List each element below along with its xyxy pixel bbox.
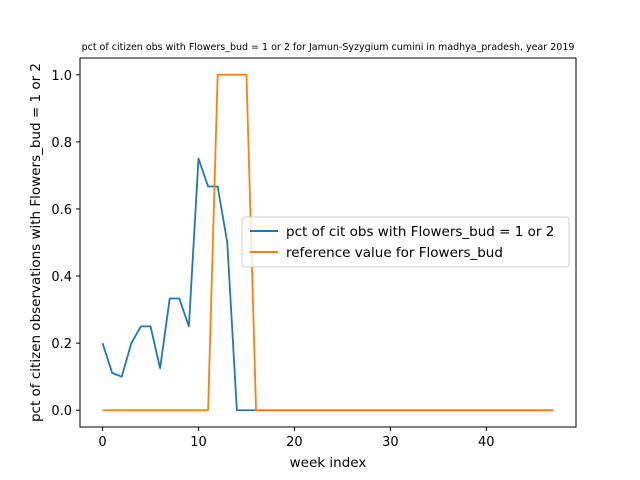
legend-label-series-1: pct of cit obs with Flowers_bud = 1 or 2 <box>286 224 554 240</box>
x-tick-label: 0 <box>98 435 106 450</box>
lines-layer <box>101 73 554 412</box>
x-tick-label: 10 <box>190 435 207 450</box>
y-tick-label: 1.0 <box>51 69 72 84</box>
legend-label-series-2: reference value for Flowers_bud <box>286 245 503 261</box>
x-tick-label: 30 <box>382 435 399 450</box>
y-tick-label: 0.0 <box>51 404 72 419</box>
y-axis-ticks: 0.0 0.2 0.4 0.6 0.8 1.0 <box>51 69 80 419</box>
x-axis-label: week index <box>290 455 367 471</box>
y-tick-label: 0.4 <box>51 270 72 285</box>
x-tick-label: 20 <box>286 435 303 450</box>
chart-title: pct of citizen obs with Flowers_bud = 1 … <box>82 42 575 53</box>
y-tick-label: 0.2 <box>51 337 72 352</box>
legend-box <box>241 216 570 268</box>
y-tick-label: 0.6 <box>51 203 72 218</box>
y-tick-label: 0.8 <box>51 136 72 151</box>
x-axis-ticks: 0 10 20 30 40 <box>98 427 495 450</box>
y-axis-label: pct of citizen observations with Flowers… <box>28 63 44 422</box>
series-line-2 <box>102 73 554 412</box>
x-tick-label: 40 <box>478 435 495 450</box>
legend: pct of cit obs with Flowers_bud = 1 or 2… <box>241 216 570 268</box>
plot-frame <box>79 57 577 428</box>
